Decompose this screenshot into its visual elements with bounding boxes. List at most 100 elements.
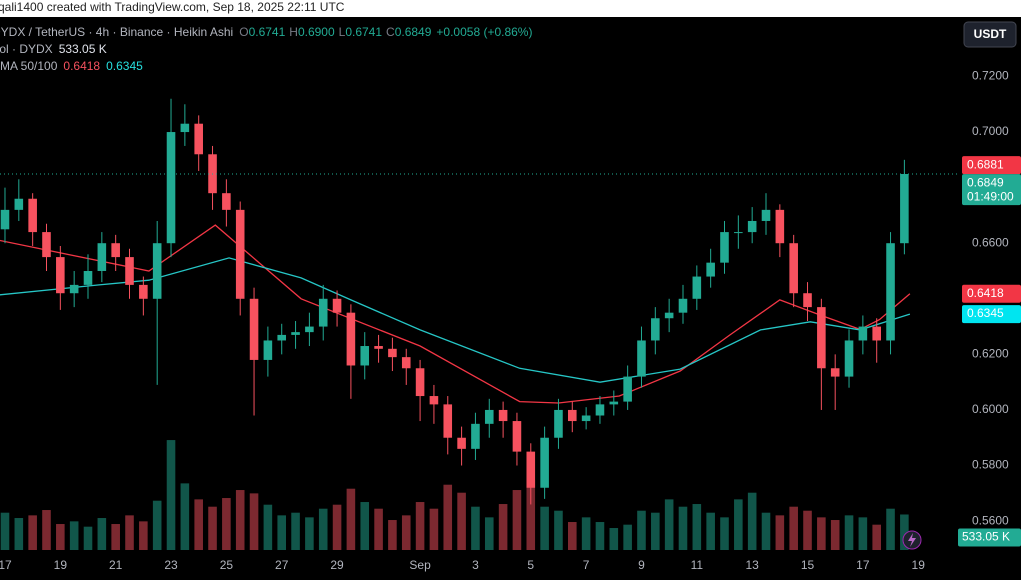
volume-bar [83,526,93,550]
candle-body [747,220,757,233]
price-label-box [962,284,1021,303]
volume-bar [720,517,729,550]
ohlc-key: L [339,25,346,39]
volume-bar [872,524,881,550]
candle-body [429,396,439,405]
ema-name: EMA 50/100 [0,59,58,73]
volume-bar [623,524,632,550]
ohlc-value: 0.6741 [345,25,382,39]
countdown: 01:49:00 [967,189,1014,203]
candle-body [844,340,854,377]
candle-body [111,243,120,258]
volume-bar [374,508,383,550]
volume-bar [761,512,771,550]
volume-bar [664,499,674,550]
change: +0.0058 (+0.86%) [436,25,532,39]
x-tick-label: 9 [638,558,645,572]
x-tick-label: 27 [275,558,289,572]
volume-bar [332,504,342,550]
volume-bar [554,510,563,550]
volume-bar [0,512,10,550]
volume-label-box [958,528,1021,547]
volume-bar [152,500,162,550]
y-tick-label: 0.5600 [972,513,1009,527]
x-tick-label: 21 [109,558,123,572]
volume-bar [235,490,245,550]
volume-bar [900,514,909,550]
volume-bar [388,520,397,550]
candle-body [360,346,370,366]
candle-body [42,232,51,258]
x-tick-label: Sep [409,558,431,572]
candle-body [720,232,729,263]
price-label-box [962,174,1021,206]
volume-bar [498,504,508,550]
candle-body [139,284,148,299]
x-tick-label: 25 [220,558,234,572]
candle-body [554,409,563,438]
candle-body [484,409,494,424]
header-title: qali1400 created with TradingView.com, S… [0,0,345,14]
candle-body [623,376,632,402]
y-tick-label: 0.7200 [972,69,1009,83]
candle-body [595,404,605,416]
volume-bar [789,506,798,550]
candle-body [443,404,453,438]
x-tick-label: 17 [0,558,12,572]
candle-body [498,409,508,422]
volume-bar [69,521,79,550]
x-tick-label: 13 [745,558,759,572]
volume-bar [360,502,370,550]
plot-area [0,98,960,550]
candle-body [734,232,743,234]
ohlc-key: H [289,25,298,39]
candle-body [609,401,619,405]
volume-bar [526,480,536,550]
volume-bar [651,512,660,550]
candle-body [775,209,785,244]
candle-body [415,368,425,397]
volume-bar [484,517,494,550]
volume-bar [775,515,785,550]
price-label: 0.6849 [967,175,1004,189]
x-tick-label: 17 [856,558,870,572]
volume-bar [125,515,134,550]
ohlc-value: 0.6849 [395,25,432,39]
volume-bar [692,504,702,550]
volume-bar [609,528,619,550]
candle-body [14,198,24,210]
volume-bar [208,506,217,550]
price-label-box [962,305,1021,324]
candle-body [222,193,231,210]
volume-bar [249,493,259,550]
volume-bar [844,515,854,550]
ohlc-value: 0.6741 [249,25,286,39]
y-tick-label: 0.7000 [972,124,1009,138]
candle-body [761,209,771,221]
volume-bar [263,504,273,550]
volume-bar [346,488,356,550]
volume-bar [305,517,314,550]
volume-bar [277,515,287,550]
currency-button[interactable] [963,21,1017,48]
x-tick-label: 11 [691,558,704,572]
legend-main: DYDX / TetherUS · 4h · Binance · Heikin … [0,25,532,39]
volume-bar [803,510,812,550]
candle-body [858,326,868,341]
alert-icon-glyph [908,533,916,547]
candle-body [152,243,162,299]
x-axis-strip [0,552,1021,580]
candle-body [305,326,314,333]
candle-body [457,437,466,449]
candle-body [886,243,895,341]
candle-body [166,132,176,244]
candle-body [678,298,688,313]
x-tick-label: 29 [330,558,344,572]
candle-body [526,451,536,488]
volume-bar [222,498,231,550]
y-tick-label: 0.6000 [972,402,1009,416]
candle-body [789,243,798,294]
currency-label[interactable]: USDT [974,27,1007,41]
price-label: 0.6345 [967,306,1004,320]
